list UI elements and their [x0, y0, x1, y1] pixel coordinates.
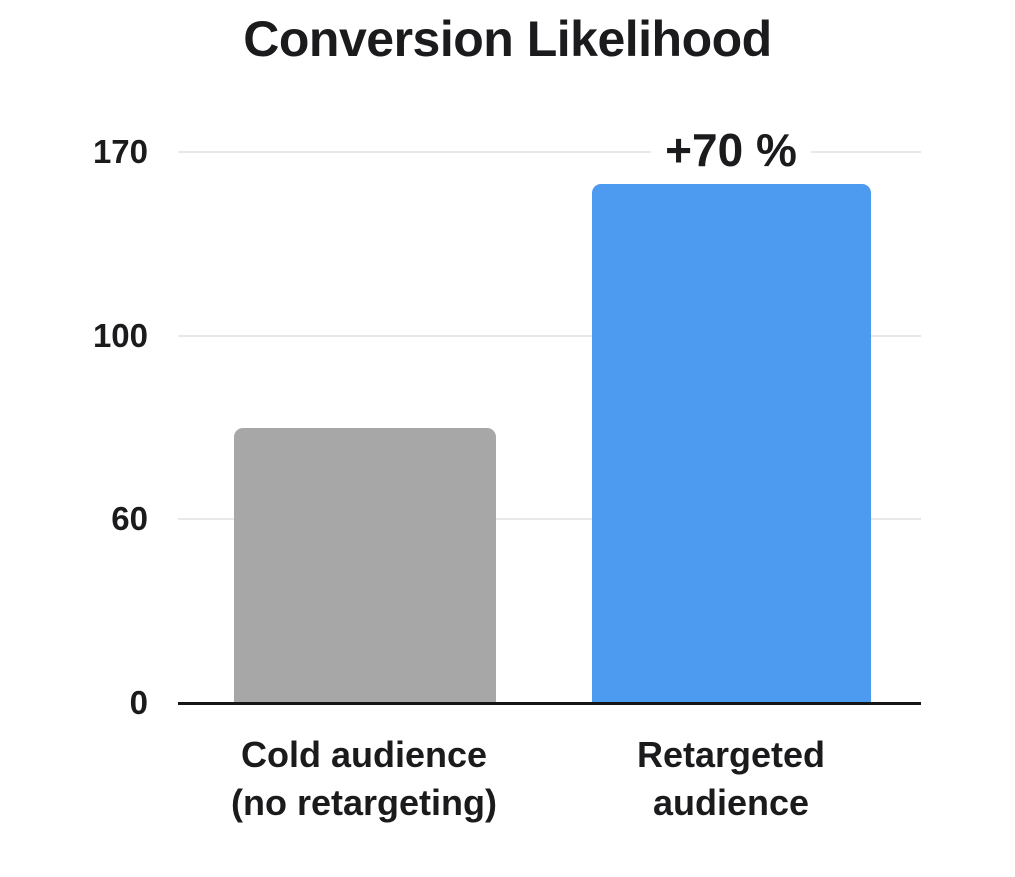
- x-label-line-2: (no retargeting): [231, 782, 497, 823]
- x-label-line-2: audience: [652, 782, 810, 823]
- bar-value-annotation: +70 %: [531, 124, 931, 176]
- chart-title: Conversion Likelihood: [243, 11, 772, 67]
- annotation-text: +70 %: [651, 124, 811, 176]
- y-tick-label-170: 170: [92, 133, 148, 170]
- y-tick-label-100: 100: [92, 317, 148, 354]
- y-tick-label-60: 60: [111, 500, 148, 537]
- x-label-retargeted-audience: Retargeted audience: [521, 731, 941, 827]
- bar-cold-audience: [234, 427, 496, 703]
- y-tick-label-0: 0: [129, 684, 148, 721]
- x-axis-line: [178, 702, 921, 705]
- x-label-cold-audience: Cold audience (no retargeting): [154, 731, 574, 827]
- x-label-line-1: Retargeted: [636, 734, 826, 775]
- gridline-100: [178, 335, 921, 337]
- gridline-60: [178, 518, 921, 520]
- x-label-line-1: Cold audience: [240, 734, 488, 775]
- gridline-170: [178, 151, 921, 153]
- bar-retargeted-audience: [592, 183, 871, 703]
- plot-area: [178, 151, 921, 703]
